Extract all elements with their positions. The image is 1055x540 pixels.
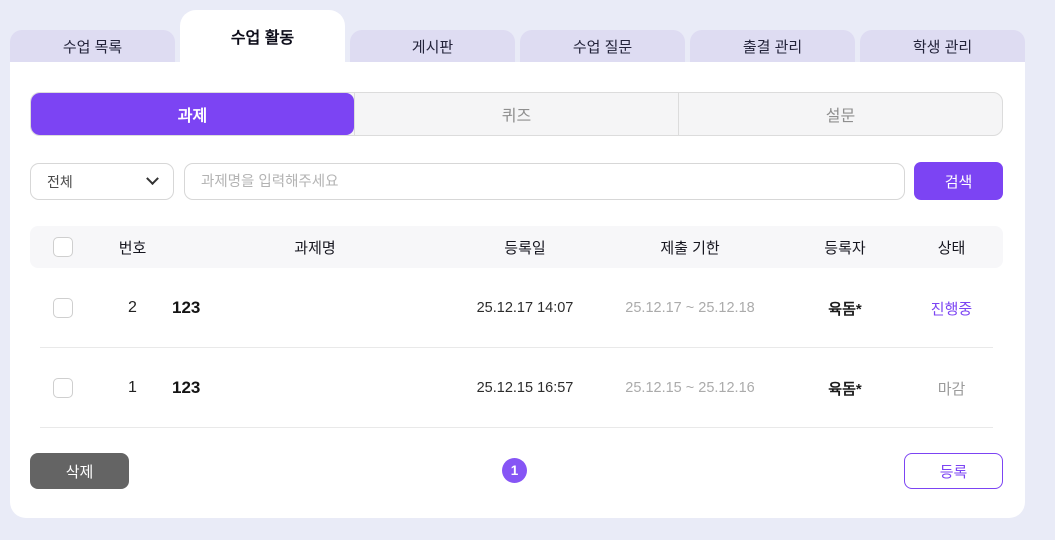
pagination-page-1[interactable]: 1 xyxy=(502,458,527,483)
row-registered-date: 25.12.17 14:07 xyxy=(476,300,574,316)
row-registered-date: 25.12.15 16:57 xyxy=(476,380,574,396)
row-number: 2 xyxy=(128,299,137,316)
tab-class-questions[interactable]: 수업 질문 xyxy=(520,30,685,62)
row-status-badge: 마감 xyxy=(937,380,966,398)
assignments-table: 번호 과제명 등록일 제출 기한 등록자 상태 2 123 25.12.17 1… xyxy=(30,226,1003,428)
table-row[interactable]: 2 123 25.12.17 14:07 25.12.17 ~ 25.12.18… xyxy=(30,268,1003,348)
header-registrant: 등록자 xyxy=(824,239,866,257)
tab-class-list[interactable]: 수업 목록 xyxy=(10,30,175,62)
row-registrant: 육돔* xyxy=(828,380,862,398)
header-registered-date: 등록일 xyxy=(504,239,546,257)
table-header-row: 번호 과제명 등록일 제출 기한 등록자 상태 xyxy=(30,226,1003,268)
row-checkbox[interactable] xyxy=(52,378,73,398)
row-registrant: 육돔* xyxy=(828,300,862,318)
delete-button[interactable]: 삭제 xyxy=(30,453,129,489)
main-tab-bar: 수업 목록 수업 활동 게시판 수업 질문 출결 관리 학생 관리 xyxy=(10,10,1025,62)
category-dropdown-value: 전체 xyxy=(47,173,73,190)
header-status: 상태 xyxy=(937,239,966,257)
activity-type-segmented-control: 과제 퀴즈 설문 xyxy=(30,92,1003,136)
row-number: 1 xyxy=(128,379,137,396)
tab-board[interactable]: 게시판 xyxy=(350,30,515,62)
header-number: 번호 xyxy=(118,239,147,257)
row-title[interactable]: 123 xyxy=(172,298,201,317)
row-deadline: 25.12.17 ~ 25.12.18 xyxy=(625,300,755,316)
tab-class-activity[interactable]: 수업 활동 xyxy=(180,10,345,62)
search-button[interactable]: 검색 xyxy=(914,162,1003,200)
subtab-survey[interactable]: 설문 xyxy=(678,93,1002,135)
category-dropdown[interactable]: 전체 xyxy=(30,163,174,200)
row-status-badge: 진행중 xyxy=(930,300,973,318)
subtab-assignment[interactable]: 과제 xyxy=(31,93,354,135)
register-button[interactable]: 등록 xyxy=(904,453,1003,489)
chevron-down-icon xyxy=(146,172,159,186)
tab-student-management[interactable]: 학생 관리 xyxy=(860,30,1025,62)
content-card: 과제 퀴즈 설문 전체 검색 번호 과제명 등록일 제출 기한 등록자 상태 2… xyxy=(10,62,1025,518)
tab-attendance[interactable]: 출결 관리 xyxy=(690,30,855,62)
row-checkbox[interactable] xyxy=(52,298,73,318)
row-title[interactable]: 123 xyxy=(172,378,201,397)
search-input[interactable] xyxy=(184,163,905,200)
subtab-quiz[interactable]: 퀴즈 xyxy=(354,93,678,135)
table-row[interactable]: 1 123 25.12.15 16:57 25.12.15 ~ 25.12.16… xyxy=(30,348,1003,428)
select-all-checkbox[interactable] xyxy=(52,237,73,257)
row-deadline: 25.12.15 ~ 25.12.16 xyxy=(625,380,755,396)
header-title: 과제명 xyxy=(294,239,336,257)
header-deadline: 제출 기한 xyxy=(660,239,720,257)
